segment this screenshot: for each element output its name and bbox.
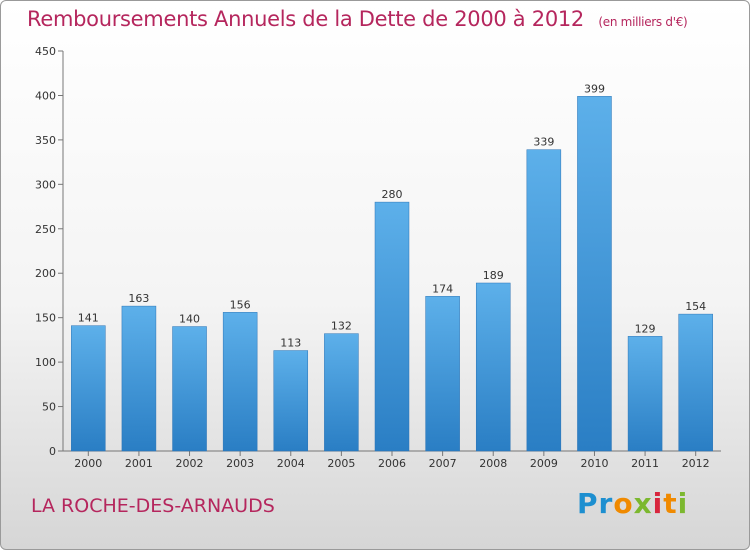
x-tick-label: 2007 [429,457,457,470]
bar [324,333,359,452]
x-tick-label: 2002 [176,457,204,470]
logo-part: Pr [577,487,614,520]
x-tick-label: 2004 [277,457,305,470]
bar [475,282,511,452]
bar [71,325,106,452]
bar-value-label: 339 [533,136,554,149]
x-tick-label: 2003 [226,457,254,470]
x-tick-label: 2008 [479,457,507,470]
x-tick-label: 2001 [125,457,153,470]
logo-part: t [663,487,678,520]
bar-value-label: 141 [78,312,99,325]
bar-value-label: 113 [280,337,301,350]
bar-value-label: 163 [128,292,149,305]
y-tick-label: 100 [35,356,56,369]
y-tick-label: 150 [35,312,56,325]
x-tick-label: 2010 [580,457,608,470]
bar-value-label: 140 [179,313,200,326]
commune-name: LA ROCHE-DES-ARNAUDS [31,495,275,517]
bar [172,326,207,452]
chart-unit-note: (en milliers d'€) [598,15,688,29]
chart-title: Remboursements Annuels de la Dette de 20… [27,7,688,31]
bar [222,312,258,452]
bar [678,313,713,452]
x-tick-label: 2012 [682,457,710,470]
y-tick-label: 450 [35,45,56,58]
y-tick-label: 200 [35,267,56,280]
bar-value-label: 399 [584,82,605,95]
chart-title-text: Remboursements Annuels de la Dette de 20… [27,7,584,31]
logo-part: o [613,487,634,520]
bar [374,201,410,452]
logo-part: i [652,487,664,520]
bar-value-label: 156 [230,298,251,311]
bar-value-label: 189 [483,269,504,282]
x-tick-label: 2009 [530,457,558,470]
y-tick-label: 50 [42,401,56,414]
logo-part: x [633,487,653,520]
bar [577,96,612,452]
bar [273,350,309,452]
x-tick-label: 2006 [378,457,406,470]
y-tick-label: 0 [49,445,56,458]
logo-part: i [677,487,689,520]
bar-value-label: 174 [432,282,453,295]
y-tick-label: 350 [35,134,56,147]
bar [526,149,562,452]
bar [121,305,157,452]
y-tick-label: 250 [35,223,56,236]
bar [627,336,663,452]
y-tick-label: 400 [35,89,56,102]
bar-value-label: 154 [685,300,706,313]
x-tick-label: 2011 [631,457,659,470]
x-tick-label: 2000 [74,457,102,470]
y-tick-label: 300 [35,178,56,191]
proxiti-logo: Proxiti [577,487,688,520]
bar-value-label: 132 [331,320,352,333]
bar-value-label: 129 [635,322,656,335]
x-tick-label: 2005 [327,457,355,470]
bar [425,296,460,452]
bar-value-label: 280 [382,188,403,201]
